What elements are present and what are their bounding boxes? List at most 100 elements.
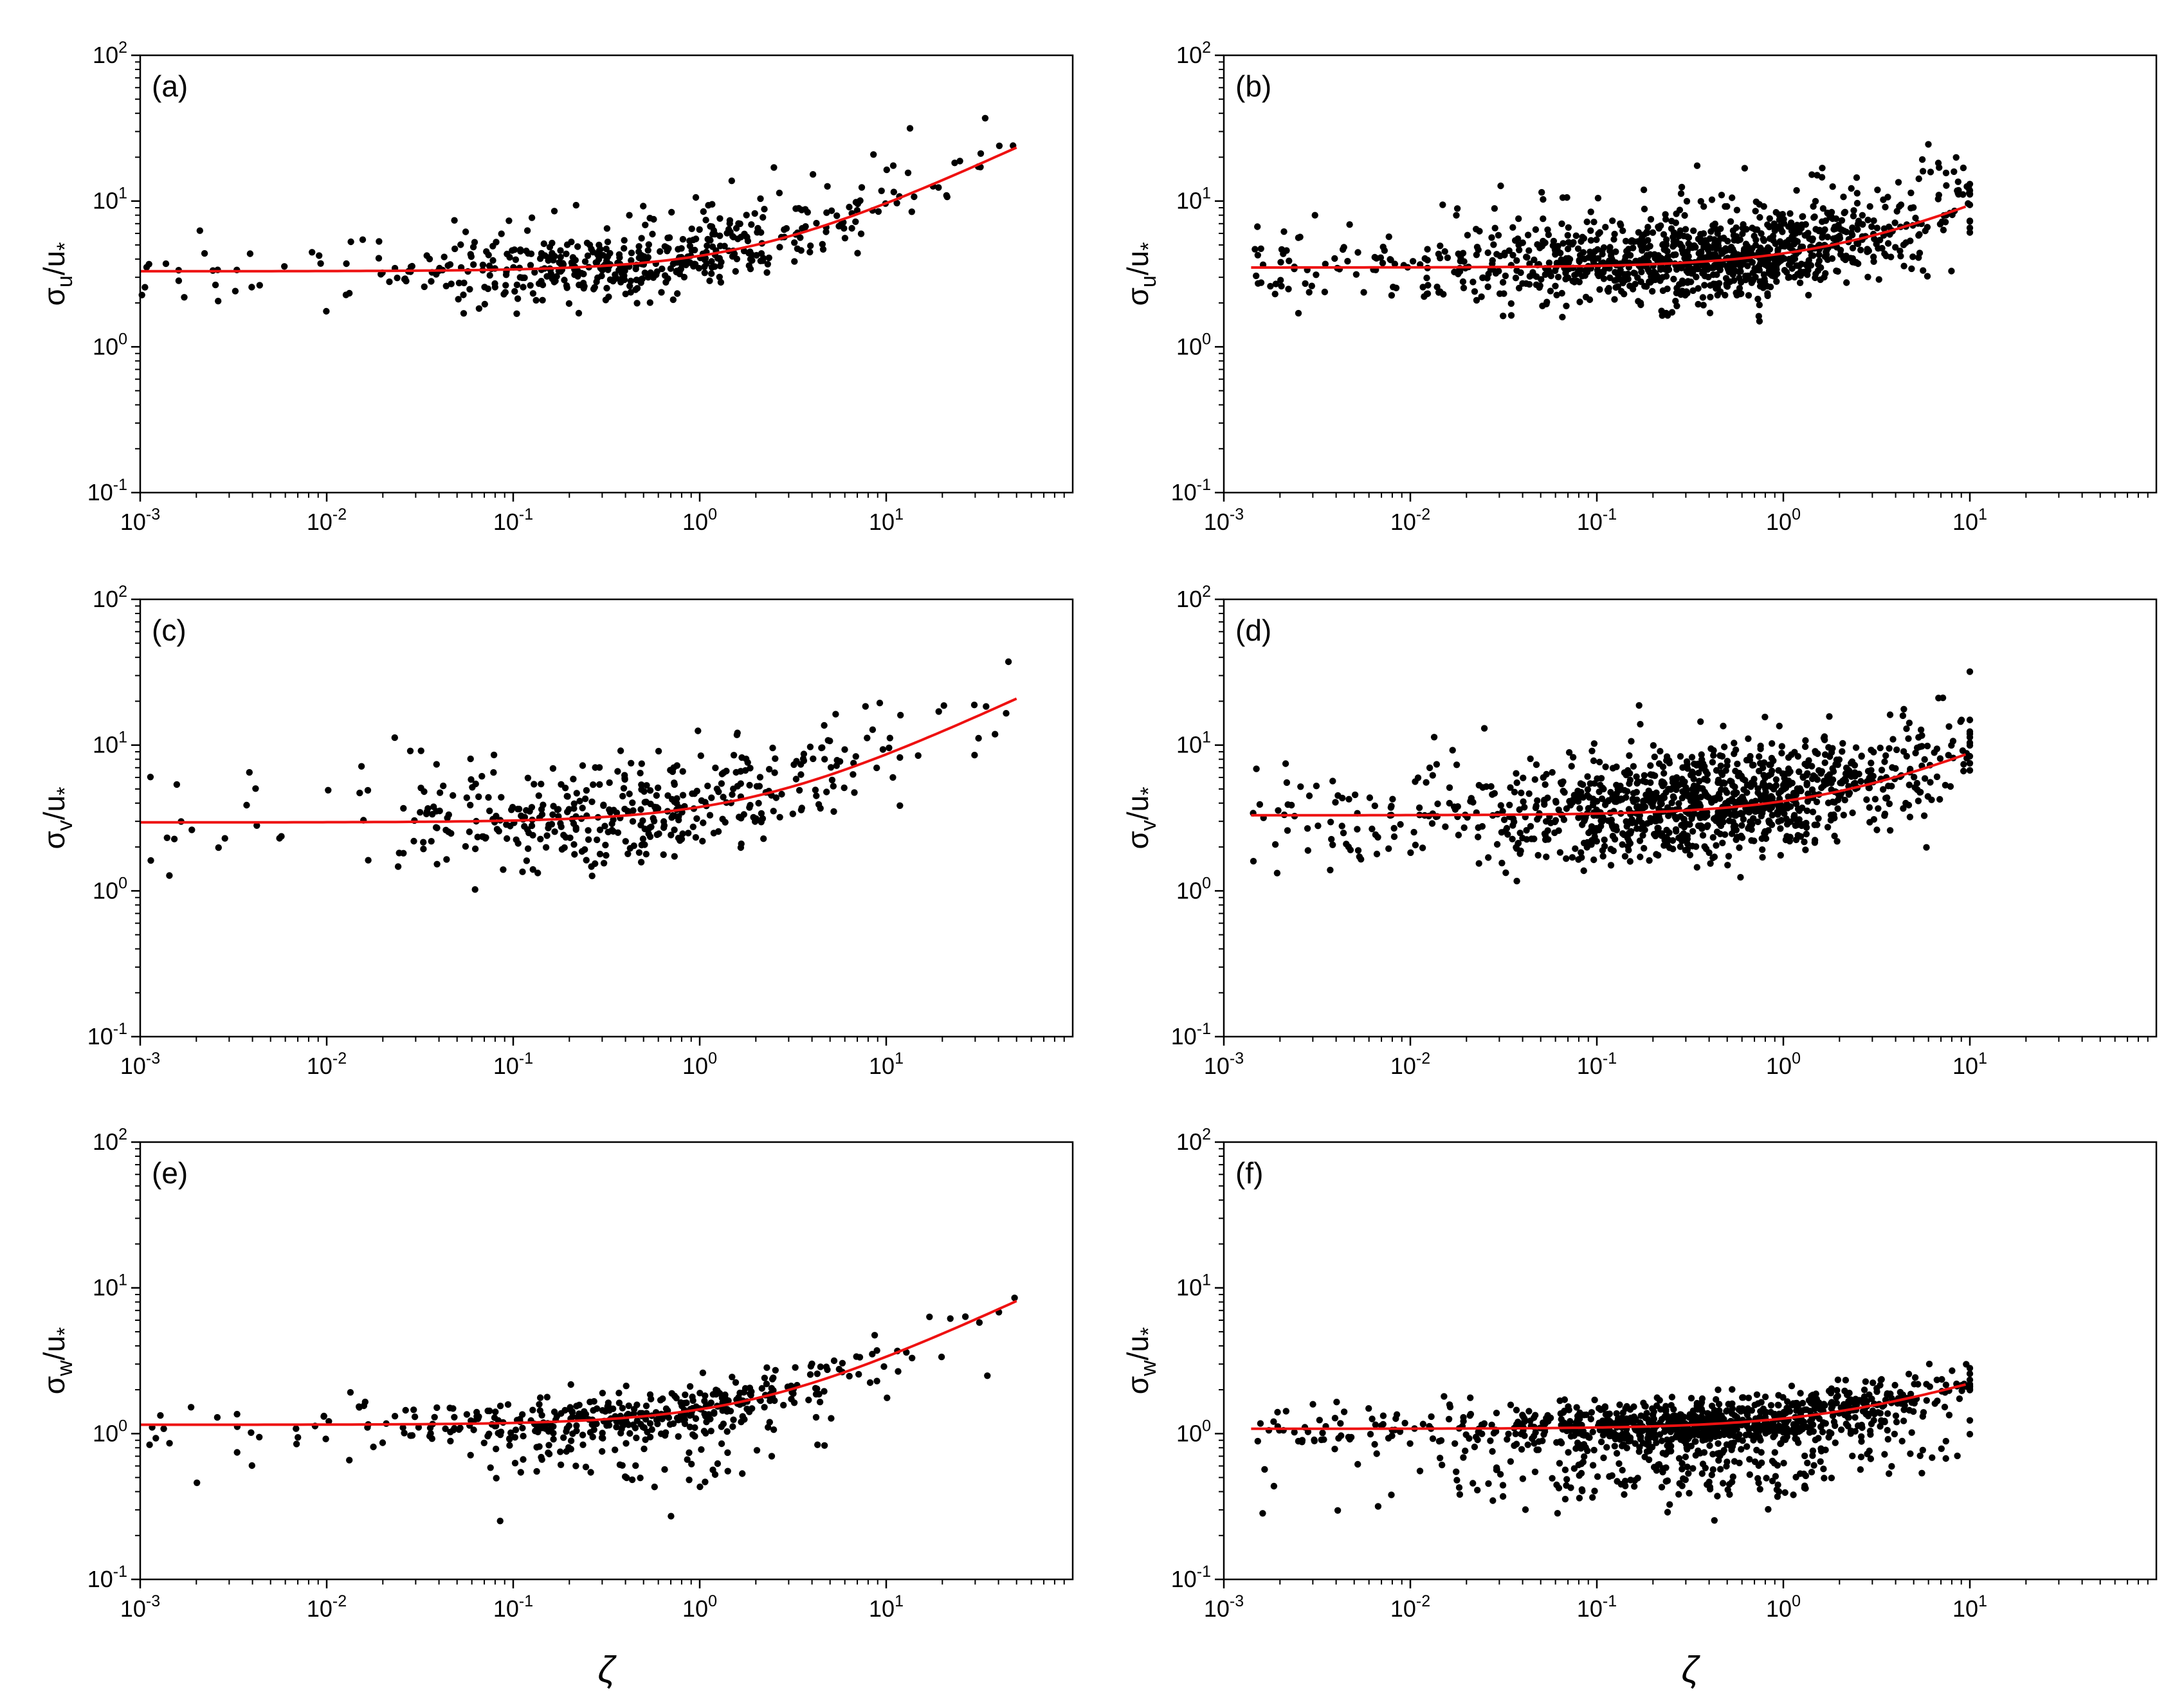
data-point (890, 188, 898, 195)
data-point (700, 819, 707, 826)
data-point (1770, 1460, 1778, 1467)
data-point (755, 799, 762, 807)
data-point (1572, 845, 1579, 852)
data-point (875, 208, 882, 215)
data-point (496, 1429, 503, 1437)
data-point (992, 731, 999, 738)
data-point (1897, 1388, 1904, 1396)
data-point (871, 1332, 878, 1339)
data-point (1907, 189, 1915, 197)
data-point (626, 212, 633, 219)
data-point (1466, 1412, 1473, 1419)
data-point (426, 255, 433, 262)
data-point (1652, 255, 1659, 262)
data-point (1446, 784, 1453, 792)
data-point (1623, 771, 1630, 779)
data-point (1761, 275, 1768, 282)
data-point (1794, 805, 1802, 813)
data-point (1877, 744, 1884, 752)
data-point (1907, 204, 1915, 212)
x-tick-label: 10-2 (1390, 505, 1430, 535)
data-point (1739, 230, 1746, 237)
data-point (1834, 805, 1841, 812)
data-point (977, 150, 985, 157)
data-point (590, 286, 597, 293)
data-point (763, 269, 770, 276)
data-point (1612, 248, 1619, 255)
data-point (467, 251, 474, 258)
data-point (1965, 189, 1973, 197)
data-point (1410, 828, 1417, 836)
data-point (1697, 239, 1705, 246)
data-point (524, 774, 532, 782)
data-point (1842, 1377, 1850, 1384)
data-point (550, 257, 557, 264)
data-point (1319, 1430, 1326, 1437)
data-point (455, 1426, 462, 1433)
data-point (1385, 1435, 1392, 1442)
data-point (826, 738, 833, 745)
data-point (1542, 239, 1549, 246)
data-point (1661, 794, 1668, 801)
data-point (677, 1399, 684, 1406)
data-point (1884, 1390, 1891, 1397)
data-point (653, 831, 660, 839)
data-point (166, 872, 173, 879)
data-point (1453, 212, 1460, 219)
data-point (1632, 1415, 1639, 1422)
data-point (1908, 1429, 1915, 1436)
data-point (1690, 776, 1697, 783)
data-point (583, 239, 591, 246)
data-point (446, 261, 454, 268)
data-point (1724, 789, 1731, 796)
data-point (511, 1433, 518, 1441)
data-point (1547, 1414, 1554, 1422)
data-point (1729, 1405, 1736, 1412)
data-point (622, 290, 629, 298)
data-point (1713, 1396, 1720, 1403)
data-point (1709, 834, 1716, 841)
data-point (1573, 1404, 1580, 1411)
data-point (1933, 745, 1941, 752)
data-point (1646, 242, 1653, 250)
data-point (1752, 273, 1759, 281)
data-point (529, 1406, 536, 1413)
data-point (1521, 1432, 1528, 1439)
data-point (1767, 284, 1774, 291)
data-point (485, 794, 492, 801)
data-point (1938, 1445, 1945, 1452)
y-tick-label: 102 (93, 39, 127, 68)
data-point (1623, 822, 1630, 830)
data-point (1640, 258, 1648, 265)
data-point (1626, 251, 1634, 259)
data-point (512, 256, 520, 263)
data-point (1354, 249, 1361, 256)
data-point (1857, 1453, 1865, 1460)
data-point (539, 296, 546, 304)
data-point (528, 214, 536, 221)
data-point (511, 246, 518, 253)
data-point (1731, 790, 1738, 798)
data-point (1622, 237, 1630, 245)
data-point (641, 269, 648, 277)
data-point (1613, 1449, 1621, 1457)
data-point (444, 814, 451, 822)
data-point (173, 781, 181, 788)
data-point (1628, 816, 1635, 823)
data-point (708, 264, 716, 271)
data-point (1714, 1450, 1721, 1457)
data-point (537, 835, 544, 843)
data-point (529, 290, 537, 297)
data-point (615, 1399, 623, 1406)
data-point (1455, 270, 1462, 278)
data-point (521, 813, 529, 821)
data-point (723, 1408, 731, 1415)
data-point (448, 280, 455, 287)
data-point (1327, 819, 1334, 826)
data-point (1579, 781, 1587, 788)
data-point (644, 247, 651, 254)
data-point (1792, 237, 1799, 244)
data-point (594, 251, 601, 258)
data-point (378, 271, 385, 278)
data-point (1470, 278, 1477, 286)
